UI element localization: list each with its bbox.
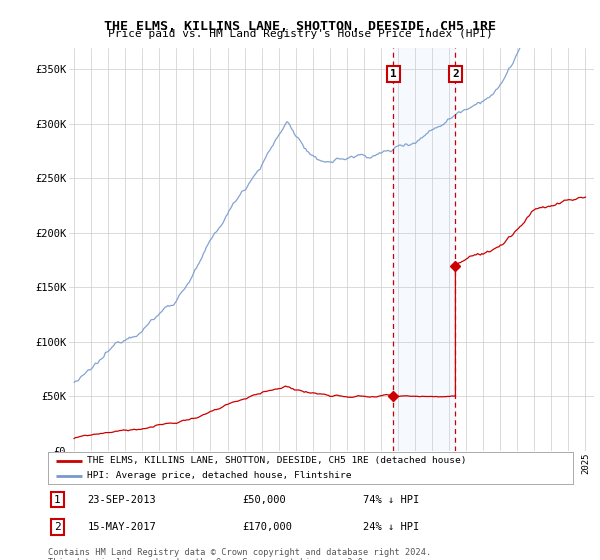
Bar: [394, 48, 455, 451]
Text: Price paid vs. HM Land Registry's House Price Index (HPI): Price paid vs. HM Land Registry's House …: [107, 29, 493, 39]
Text: Contains HM Land Registry data © Crown copyright and database right 2024.
This d: Contains HM Land Registry data © Crown c…: [48, 548, 431, 560]
Text: 74% ↓ HPI: 74% ↓ HPI: [363, 494, 419, 505]
Text: 1: 1: [390, 69, 397, 79]
Text: 15-MAY-2017: 15-MAY-2017: [88, 522, 156, 532]
Text: THE ELMS, KILLINS LANE, SHOTTON, DEESIDE, CH5 1RE (detached house): THE ELMS, KILLINS LANE, SHOTTON, DEESIDE…: [88, 456, 467, 465]
Text: 24% ↓ HPI: 24% ↓ HPI: [363, 522, 419, 532]
Text: 2: 2: [54, 522, 61, 532]
Text: 23-SEP-2013: 23-SEP-2013: [88, 494, 156, 505]
Text: 1: 1: [54, 494, 61, 505]
Text: £50,000: £50,000: [242, 494, 286, 505]
Text: THE ELMS, KILLINS LANE, SHOTTON, DEESIDE, CH5 1RE: THE ELMS, KILLINS LANE, SHOTTON, DEESIDE…: [104, 20, 496, 32]
Text: £170,000: £170,000: [242, 522, 292, 532]
Text: HPI: Average price, detached house, Flintshire: HPI: Average price, detached house, Flin…: [88, 471, 352, 480]
Text: 2: 2: [452, 69, 459, 79]
